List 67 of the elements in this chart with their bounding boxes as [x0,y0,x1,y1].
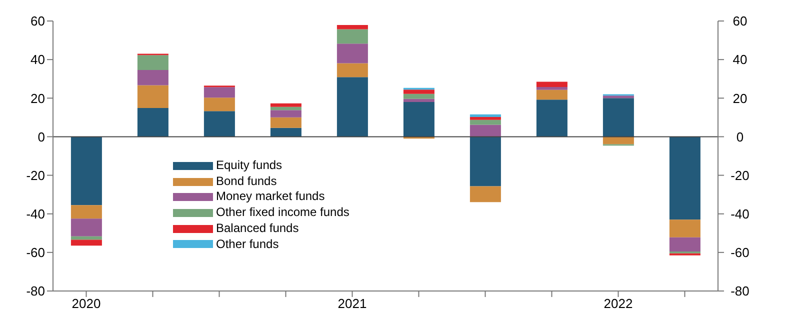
bar [470,136,501,186]
y2-tick-label: -80 [730,284,750,299]
y2-tick-label: -40 [730,206,750,222]
y2-tick-label: 0 [736,129,744,144]
bar [536,82,568,87]
bar [70,205,102,219]
bar [270,103,302,107]
bar [669,237,700,252]
bar [137,55,168,70]
bar [336,25,368,30]
bar [204,87,235,98]
bar [602,136,634,144]
bar [336,63,368,78]
bar [270,106,302,110]
bar [403,90,434,94]
bar [70,240,102,246]
bar [70,218,102,236]
y-tick-label: -40 [26,206,45,222]
bar [602,96,634,98]
legend-label: Balanced funds [216,220,299,237]
bar [403,102,434,137]
bar [137,70,168,86]
bar [336,77,368,137]
y-tick-label: -60 [26,245,45,260]
bar [403,98,434,102]
y2-tick-label: -20 [730,168,750,183]
bar [403,94,434,99]
y-tick-label: 20 [30,90,45,106]
bar [470,124,501,137]
legend-label: Money market funds [216,189,325,206]
y-tick-label: 0 [38,129,45,144]
bar [70,236,102,240]
x-tick-label: 2022 [604,296,633,312]
bar [470,114,501,118]
bar [204,98,235,112]
bar [137,85,168,108]
bar [204,111,235,137]
bar [536,90,568,100]
y-tick-label: 60 [30,14,45,29]
x-tick-label: 2020 [72,296,101,312]
bar [270,128,302,137]
bar [470,117,501,120]
bar [70,136,102,206]
y2-tick-label: 20 [732,90,748,106]
y-tick-label: 40 [30,52,45,68]
x-tick-label: 2021 [338,296,367,312]
legend-label: Equity funds [216,158,282,174]
legend-label: Other funds [216,236,279,252]
y2-tick-label: 60 [732,14,748,29]
bar [470,186,501,202]
bar [270,117,302,128]
bar [536,100,568,137]
bar [336,44,368,64]
bar [669,136,700,220]
legend-label: Other fixed income funds [216,205,350,221]
y2-tick-label: -60 [730,245,750,260]
bar [137,108,168,137]
legend-label: Bond funds [216,174,277,190]
bar [336,29,368,44]
y2-tick-label: 40 [732,52,748,68]
bar [536,86,568,90]
bar [669,220,700,238]
y-tick-label: -80 [26,284,45,299]
bar [270,110,302,118]
bar [470,120,501,125]
bar [602,98,634,137]
y-tick-label: -20 [26,168,45,183]
